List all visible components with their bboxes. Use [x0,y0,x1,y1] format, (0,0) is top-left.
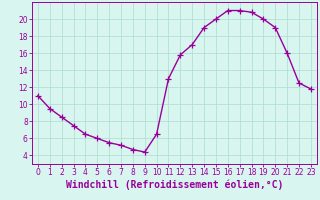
X-axis label: Windchill (Refroidissement éolien,°C): Windchill (Refroidissement éolien,°C) [66,180,283,190]
